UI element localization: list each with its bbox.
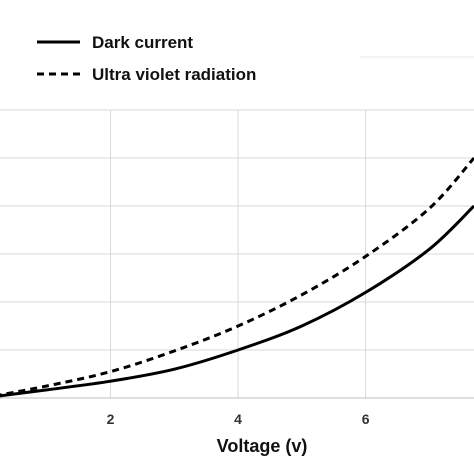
x-tick-label: 6: [362, 411, 370, 427]
gridlines: [0, 109, 474, 399]
series-line-dark-current: [0, 204, 474, 398]
legend-label-uv-radiation: Ultra violet radiation: [92, 65, 256, 84]
x-tick-label: 2: [107, 411, 115, 427]
x-axis-ticks: 2 4 6: [107, 411, 370, 427]
legend: Dark current Ultra violet radiation: [37, 33, 474, 84]
legend-box-edge: [360, 56, 474, 58]
x-tick-label: 4: [234, 411, 242, 427]
series-lines: [0, 157, 474, 398]
series-line-uv-radiation: [0, 157, 474, 397]
x-axis-title: Voltage (v): [217, 436, 308, 456]
legend-label-dark-current: Dark current: [92, 33, 193, 52]
